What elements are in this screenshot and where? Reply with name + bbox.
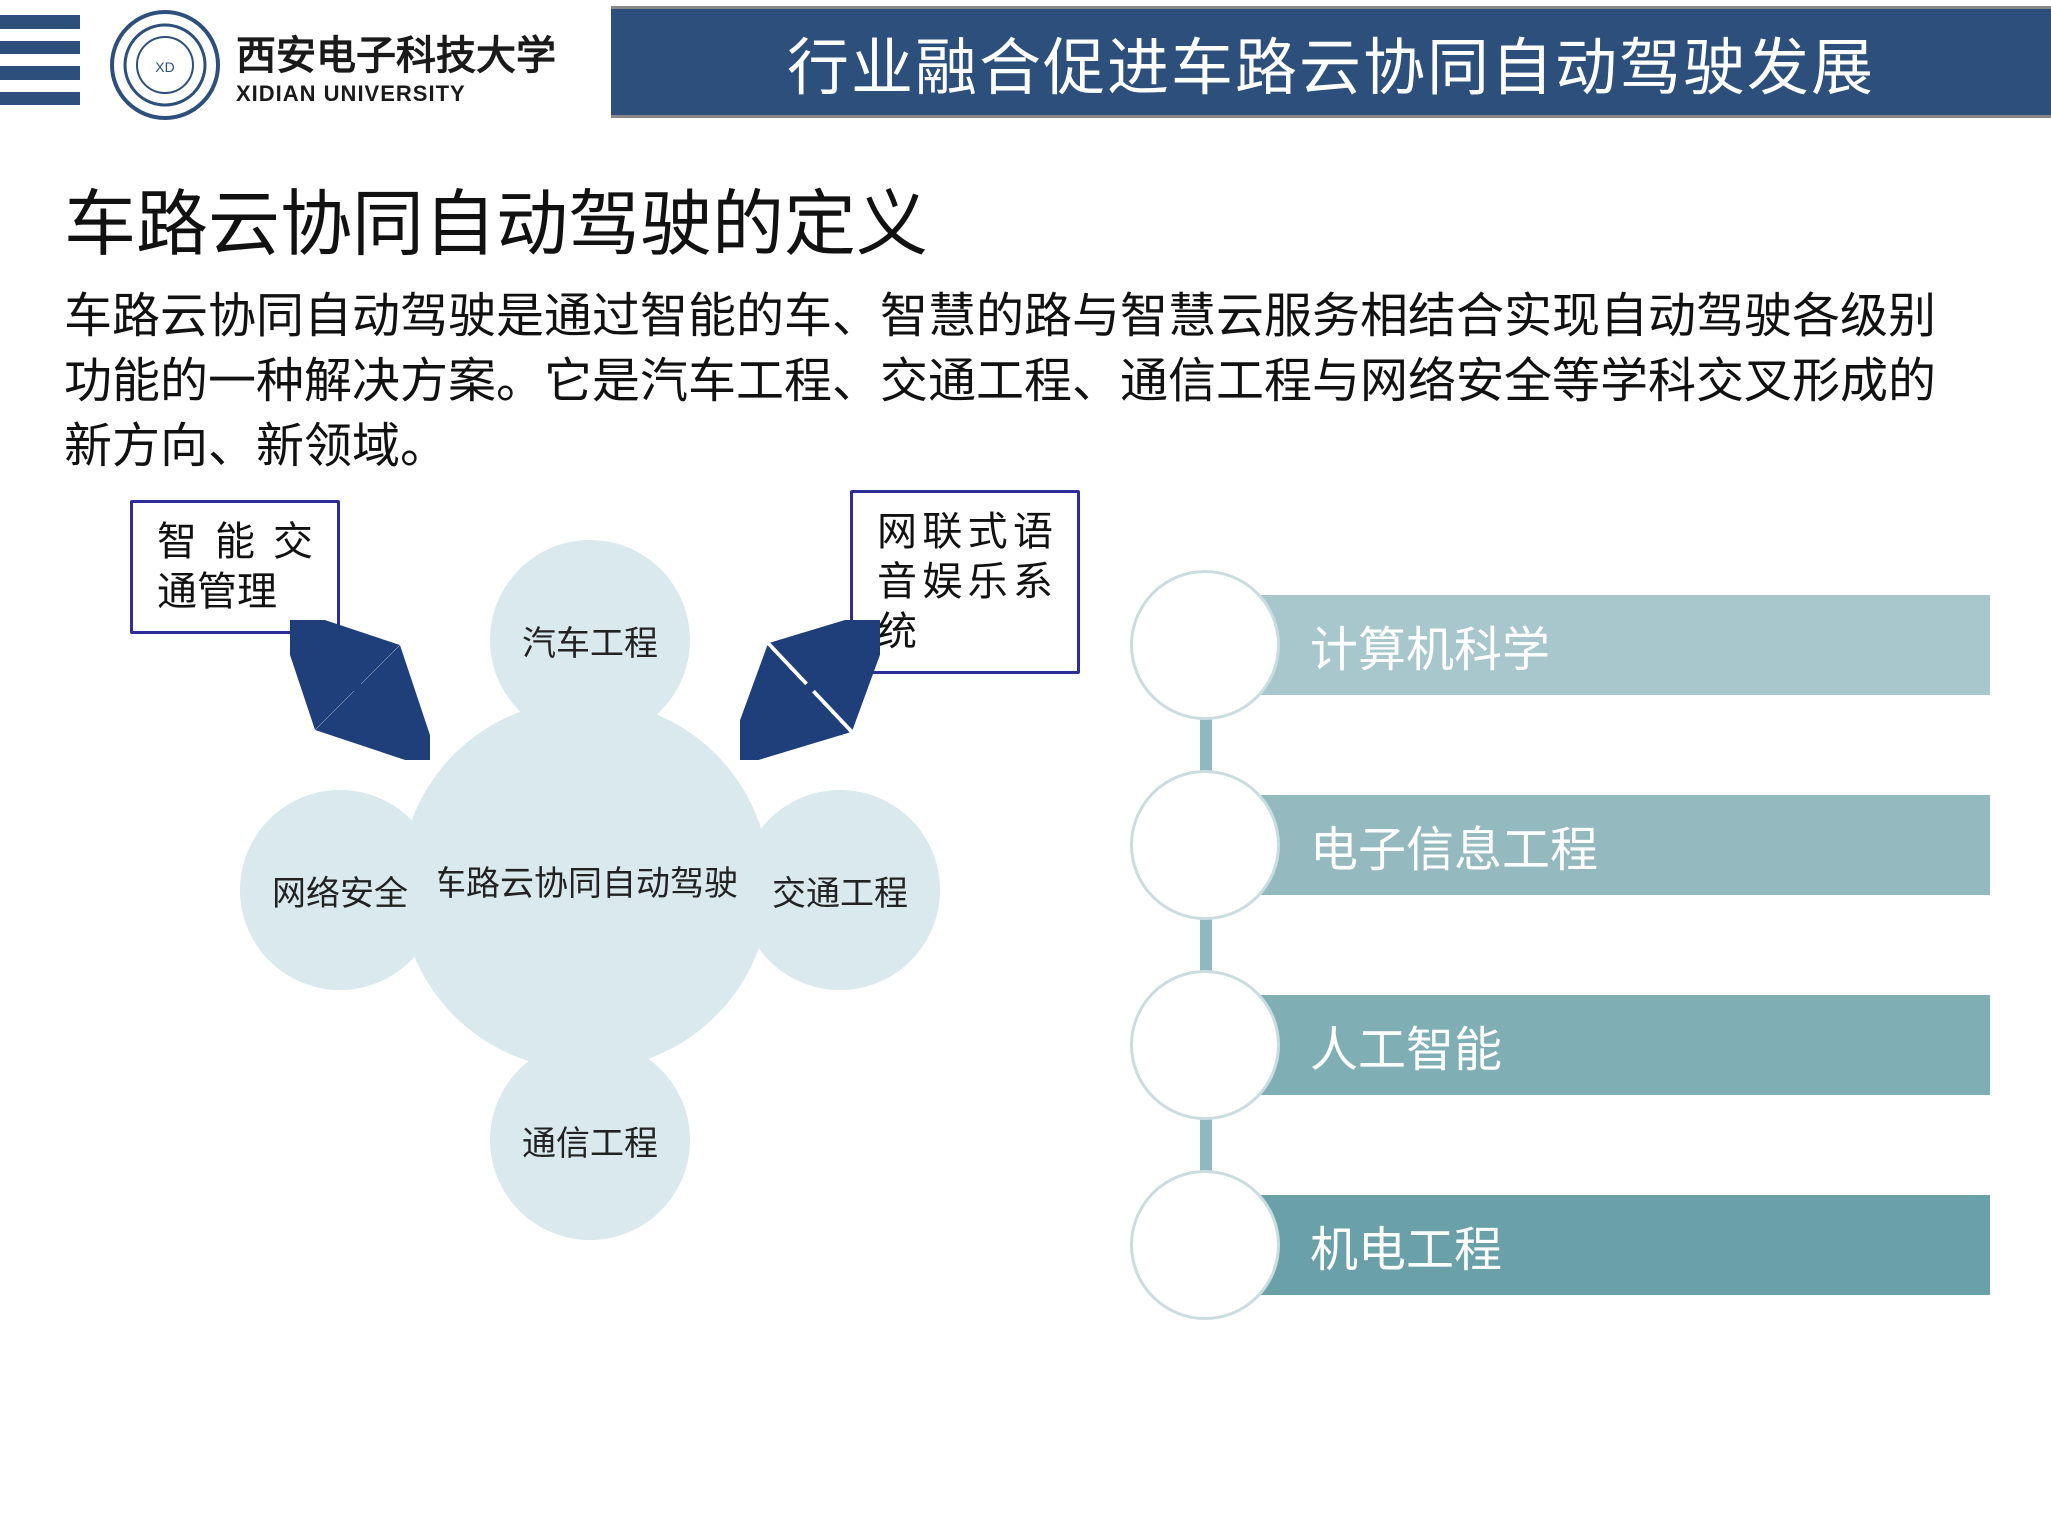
list-bar: 人工智能: [1200, 995, 1990, 1095]
university-logo: XD: [110, 10, 220, 120]
list-item: 人工智能: [1130, 970, 1990, 1120]
list-item-label: 电子信息工程: [1310, 810, 1598, 880]
list-bar: 电子信息工程: [1200, 795, 1990, 895]
venn-bottom-label: 通信工程: [522, 1116, 658, 1165]
list-bar: 机电工程: [1200, 1195, 1990, 1295]
logo-area: XD 西安电子科技大学 XIDIAN UNIVERSITY: [110, 10, 556, 120]
slide-title: 行业融合促进车路云协同自动驾驶发展: [787, 17, 1875, 107]
venn-center-label: 车路云协同自动驾驶: [432, 861, 738, 909]
list-item: 电子信息工程: [1130, 770, 1990, 920]
header-stripes: [0, 15, 80, 105]
body-text: 车路云协同自动驾驶是通过智能的车、智慧的路与智慧云服务相结合实现自动驾驶各级别功…: [64, 285, 1964, 479]
venn-right-label: 交通工程: [772, 866, 908, 915]
callout-left: 智能交通管理: [130, 500, 340, 634]
list-dot: [1130, 770, 1280, 920]
arrow-right-icon: [740, 620, 880, 760]
list-bar: 计算机科学: [1200, 595, 1990, 695]
list-item-label: 人工智能: [1310, 1010, 1502, 1080]
list-dot: [1130, 1170, 1280, 1320]
venn-top-label: 汽车工程: [522, 616, 658, 665]
list-item-label: 计算机科学: [1310, 610, 1550, 680]
slide-title-bar: 行业融合促进车路云协同自动驾驶发展: [611, 6, 2051, 118]
university-name-en: XIDIAN UNIVERSITY: [236, 81, 556, 107]
section-title: 车路云协同自动驾驶的定义: [64, 165, 928, 270]
svg-text:XD: XD: [155, 59, 174, 75]
venn-top: 汽车工程: [490, 540, 690, 740]
callout-right: 网联式语音娱乐系统: [850, 490, 1080, 674]
list-dot: [1130, 570, 1280, 720]
venn-right: 交通工程: [740, 790, 940, 990]
callout-right-text: 网联式语音娱乐系统: [877, 510, 1053, 654]
venn-left-label: 网络安全: [272, 866, 408, 915]
venn-left: 网络安全: [240, 790, 440, 990]
callout-left-text: 智能交通管理: [157, 520, 313, 614]
list-dot: [1130, 970, 1280, 1120]
venn-center: 车路云协同自动驾驶: [400, 700, 770, 1070]
list-item: 机电工程: [1130, 1170, 1990, 1320]
arrow-left-icon: [290, 620, 430, 760]
university-name-cn: 西安电子科技大学: [236, 23, 556, 81]
venn-bottom: 通信工程: [490, 1040, 690, 1240]
list-item-label: 机电工程: [1310, 1210, 1502, 1280]
discipline-list: 计算机科学 电子信息工程 人工智能 机电工程: [1130, 570, 1990, 1370]
list-item: 计算机科学: [1130, 570, 1990, 720]
